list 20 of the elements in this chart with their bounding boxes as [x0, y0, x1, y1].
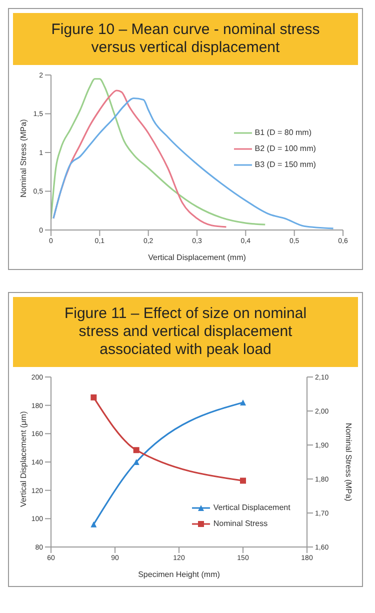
chart-title: Figure 10 – Mean curve - nominal stress versus vertical displacement: [13, 13, 358, 65]
y-axis-title: Nominal Stress (MPa): [18, 118, 28, 198]
x-axis-title: Specimen Height (mm): [138, 570, 220, 579]
point: [240, 478, 246, 484]
point: [133, 459, 140, 465]
point: [90, 521, 97, 528]
y2-axis-title: Nominal Stress (MPa): [344, 422, 354, 502]
point: [90, 394, 97, 400]
legend-label: Vertical Displacement: [213, 502, 290, 514]
chart-title: Figure 11 – Effect of size on nominal stress and vertical displacement associated with peak load: [13, 297, 358, 367]
line-series: [52, 97, 334, 230]
legend-label: B2 (D = 100 mm): [254, 143, 316, 155]
line-series: [51, 78, 266, 226]
x-axis-title: Vertical Displacement (mm): [148, 253, 246, 262]
point: [133, 447, 140, 454]
point: [240, 400, 246, 406]
legend-label: B3 (D = 150 mm): [254, 159, 316, 171]
legend-label: B1 (D = 80 mm): [254, 127, 312, 139]
legend-label: Nominal Stress: [213, 518, 268, 530]
y-axis-title: Vertical Displacement (μm): [18, 410, 28, 507]
